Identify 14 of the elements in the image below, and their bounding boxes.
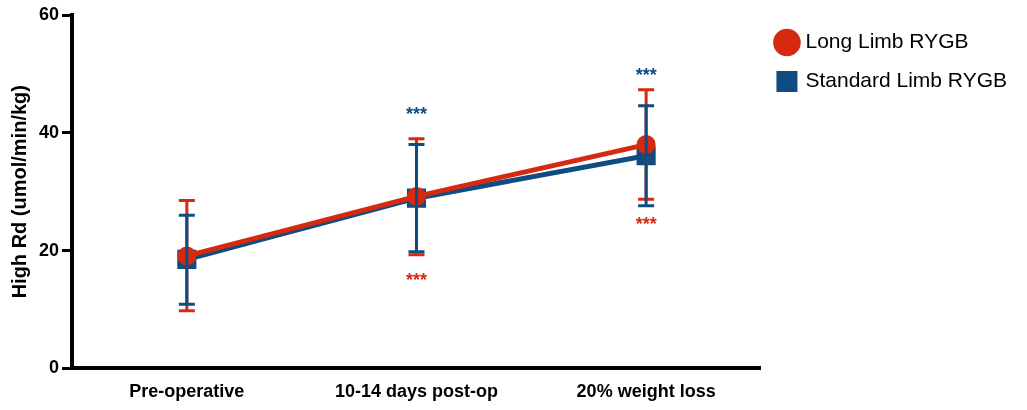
x-tick-label: 10-14 days post-op — [334, 381, 499, 402]
annotation: *** — [405, 103, 427, 124]
legend-label: Standard Limb RYGB — [805, 68, 1008, 92]
legend-label: Long Limb RYGB — [805, 29, 969, 53]
annotation: *** — [405, 269, 427, 290]
y-tick-label: 40 — [38, 121, 60, 142]
x-tick-label: 20% weight loss — [576, 381, 716, 402]
y-axis-title: High Rd (umol/min/kg) — [7, 85, 30, 299]
annotation: *** — [635, 214, 657, 235]
y-tick-label: 20 — [38, 239, 60, 260]
x-tick-label: Pre-operative — [129, 381, 245, 402]
y-tick-label: 0 — [49, 357, 60, 378]
annotation: *** — [635, 64, 657, 85]
y-tick-label: 60 — [38, 3, 60, 24]
